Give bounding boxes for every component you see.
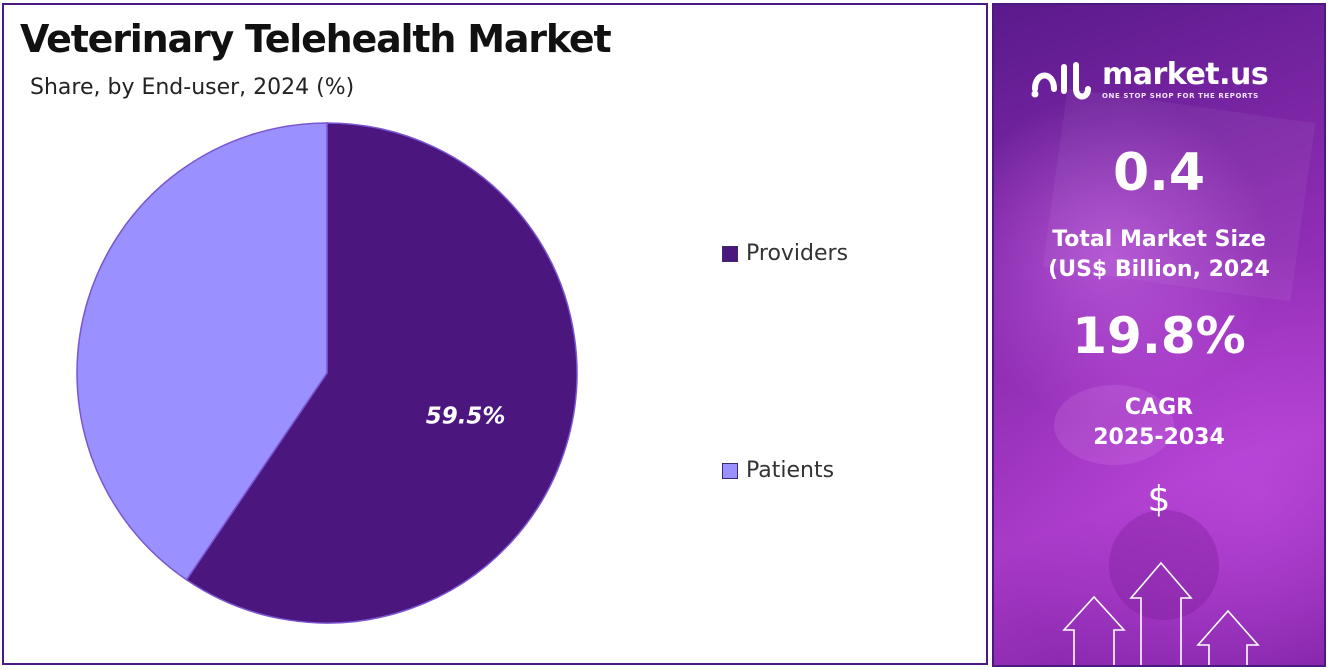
chart-subtitle: Share, by End-user, 2024 (%) — [30, 75, 355, 100]
brand-name: market.us — [1102, 57, 1269, 92]
market-size-label-line1: Total Market Size — [1052, 227, 1266, 252]
pie-slice-providers — [185, 122, 578, 624]
chart-title: Veterinary Telehealth Market — [20, 17, 612, 61]
brand-tagline: ONE STOP SHOP FOR THE REPORTS — [1102, 92, 1259, 100]
legend-swatch-patients — [722, 462, 738, 479]
data-label-providers: 59.5% — [426, 404, 506, 430]
summary-panel: market.us ONE STOP SHOP FOR THE REPORTS … — [992, 3, 1326, 667]
legend-label-patients: Patients — [746, 458, 835, 483]
legend-swatch-providers — [722, 245, 738, 262]
market-size-label-line2: (US$ Billion, 2024 — [1048, 257, 1270, 282]
legend-item-providers: Providers — [722, 241, 848, 266]
background-decoration — [1042, 88, 1316, 665]
market-size-value: 0.4 — [1112, 143, 1206, 203]
cagr-label-line1: CAGR — [1124, 395, 1194, 420]
pie-chart: 59.5% — [76, 122, 578, 624]
dollar-icon: $ — [1147, 479, 1171, 520]
growth-arrows-icon — [1062, 561, 1260, 665]
cagr-label-line2: 2025-2034 — [1093, 425, 1225, 450]
cagr-value: 19.8% — [1072, 307, 1246, 365]
market-us-logo-icon — [1031, 62, 1091, 100]
legend-item-patients: Patients — [722, 458, 834, 483]
legend-label-providers: Providers — [746, 241, 849, 266]
brand-logo: market.us ONE STOP SHOP FOR THE REPORTS — [1030, 57, 1269, 103]
chart-panel: Veterinary Telehealth Market Share, by E… — [2, 3, 988, 665]
pie-slice-patients — [76, 122, 328, 581]
